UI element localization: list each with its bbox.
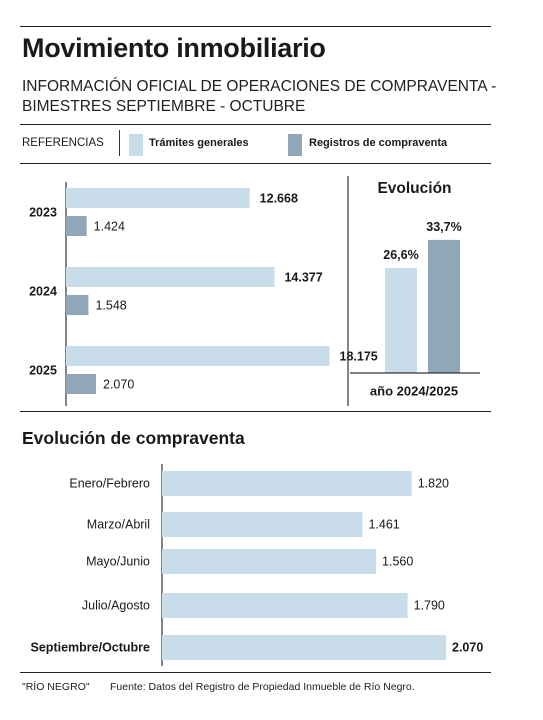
- evolution-category-label: año 2024/2025: [370, 383, 458, 398]
- middle-rule: [20, 411, 491, 412]
- bimester-bar-julio-agosto: [162, 593, 408, 618]
- evolution-bar-general: [385, 267, 417, 373]
- evolution-value-sales: 33,7%: [426, 220, 461, 234]
- value-general-2025: 18.175: [340, 349, 378, 363]
- bimester-value-enero-febrero: 1.820: [418, 476, 449, 490]
- bimester-label-julio-agosto: Julio/Agosto: [82, 598, 150, 612]
- bar-general-2025: [66, 346, 330, 366]
- year-label-2024: 2024: [29, 284, 57, 298]
- bar-general-2023: [66, 188, 250, 208]
- bimester-label-marzo-abril: Marzo/Abril: [87, 517, 150, 531]
- legend-swatch-sales: [288, 134, 302, 156]
- page-subtitle: INFORMACIÓN OFICIAL DE OPERACIONES DE CO…: [22, 78, 497, 115]
- legend-label-general: Trámites generales: [149, 137, 249, 149]
- bimester-bar-mayo-junio: [162, 549, 377, 574]
- legend-top-rule: [20, 124, 491, 125]
- page-title: Movimiento inmobiliario: [22, 33, 326, 63]
- bimester-value-marzo-abril: 1.461: [368, 517, 399, 531]
- value-general-2024: 14.377: [284, 270, 322, 284]
- value-general-2023: 12.668: [260, 191, 298, 205]
- bar-general-2024: [66, 267, 275, 287]
- evolution-title: Evolución: [377, 180, 452, 197]
- bar-sales-2023: [66, 216, 87, 236]
- evolution-value-general: 26,6%: [383, 248, 418, 262]
- legend-bottom-rule: [20, 163, 491, 164]
- footer-credit: "RÍO NEGRO": [22, 681, 90, 693]
- footer-rule: [20, 672, 491, 673]
- section2-title: Evolución de compraventa: [22, 428, 245, 448]
- year-label-2025: 2025: [29, 363, 57, 377]
- bimester-label-mayo-junio: Mayo/Junio: [86, 554, 150, 568]
- bar-sales-2025: [66, 374, 97, 394]
- value-sales-2024: 1.548: [95, 298, 126, 312]
- legend-label-sales: Registros de compraventa: [309, 137, 448, 149]
- bimester-label-enero-febrero: Enero/Febrero: [69, 476, 150, 490]
- bimester-label-septiembre-octubre: Septiembre/Octubre: [31, 640, 151, 654]
- footer-source: Fuente: Datos del Registro de Propiedad …: [110, 681, 415, 693]
- legend-title: REFERENCIAS: [22, 137, 104, 149]
- bimester-value-mayo-junio: 1.560: [382, 554, 413, 568]
- value-sales-2025: 2.070: [103, 377, 134, 391]
- bimester-value-julio-agosto: 1.790: [414, 598, 445, 612]
- bimester-bar-marzo-abril: [162, 512, 363, 537]
- legend-divider: [119, 130, 120, 156]
- legend-swatch-general: [129, 134, 143, 156]
- bimester-value-septiembre-octubre: 2.070: [452, 640, 483, 654]
- bimester-bar-enero-febrero: [162, 471, 412, 496]
- footer: "RÍO NEGRO" Fuente: Datos del Registro d…: [22, 681, 415, 693]
- top-rule: [20, 26, 491, 27]
- year-label-2023: 2023: [29, 205, 57, 219]
- bar-sales-2024: [66, 295, 89, 315]
- evolution-bar-sales: [428, 239, 460, 373]
- value-sales-2023: 1.424: [94, 219, 125, 233]
- bimester-bar-septiembre-octubre: [162, 635, 446, 660]
